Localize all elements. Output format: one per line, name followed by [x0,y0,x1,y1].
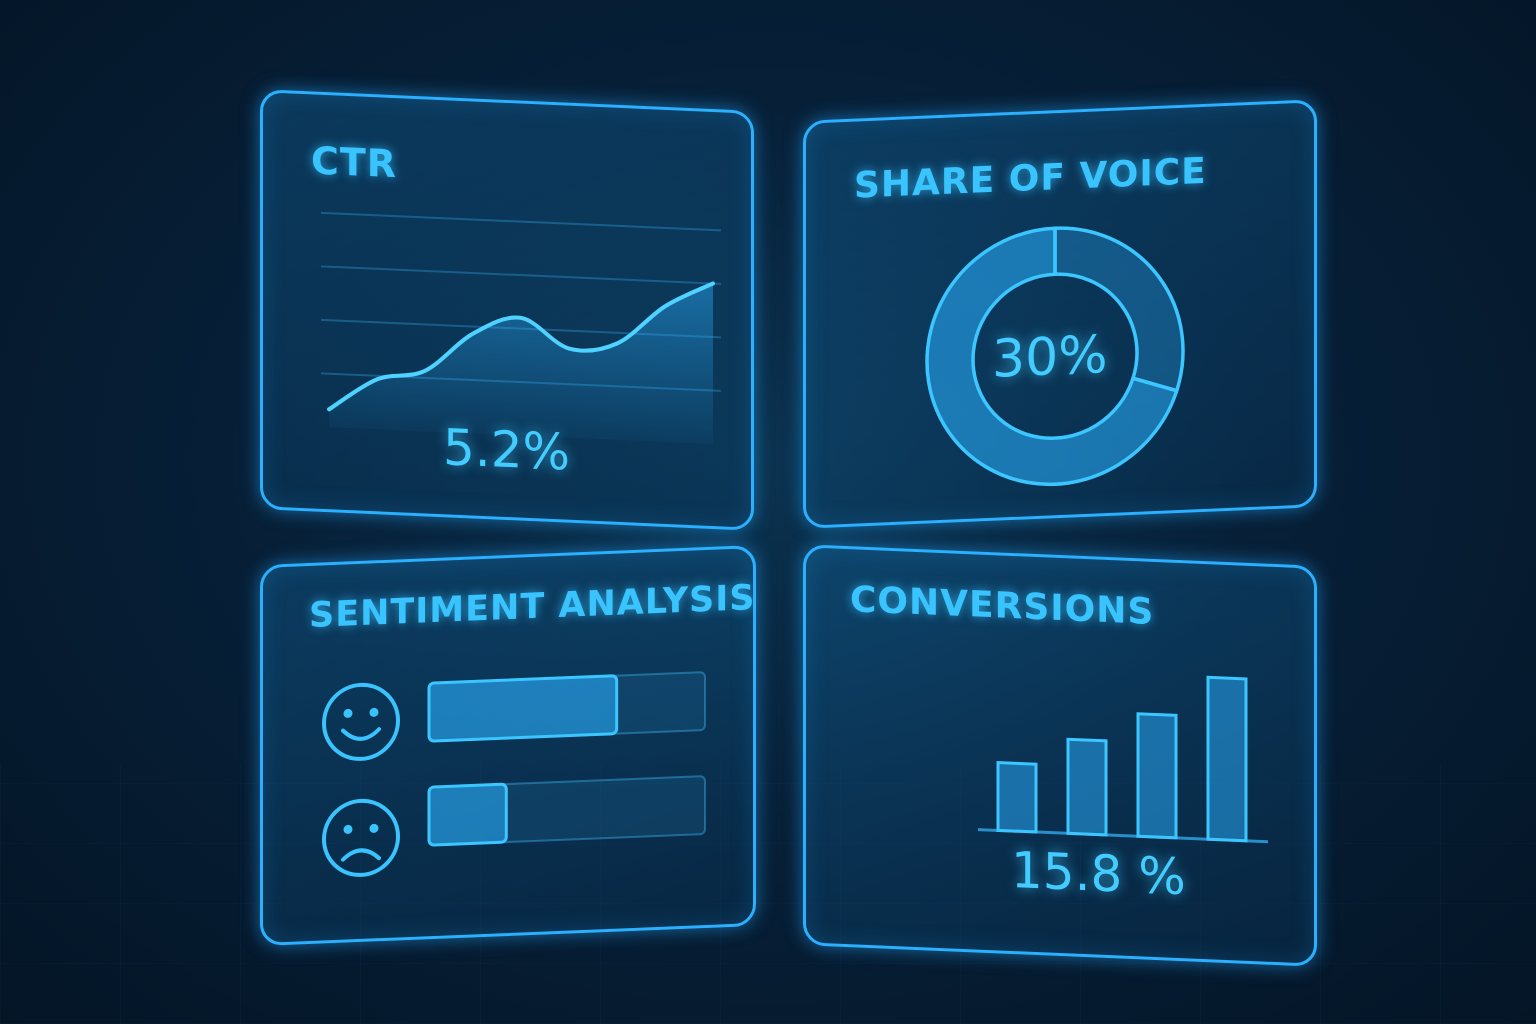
conversions-bar [1206,675,1248,843]
share-of-voice-donut [925,226,1185,487]
background-grid [0,764,1536,1024]
ctr-gridline [321,265,721,285]
conversions-bar-chart [978,675,1268,844]
donut-slice-rest [925,226,1179,487]
sentiment-title: SENTIMENT ANALYSIS [309,578,756,636]
conversions-bar [1136,712,1178,840]
sentiment-bar-fill [427,782,508,847]
ctr-line-chart [321,211,721,444]
donut-slice-share [1053,226,1185,393]
ctr-panel: CTR 5.2% [260,89,754,531]
conversions-bar [1066,737,1108,837]
share-of-voice-value: 30% [992,325,1108,390]
share-of-voice-title: SHARE OF VOICE [854,150,1207,207]
sentiment-panel: SENTIMENT ANALYSIS [260,545,756,946]
sad-face-icon [322,798,400,877]
ctr-series-line [327,281,715,412]
conversions-bar [996,761,1038,834]
ctr-value: 5.2% [443,418,571,482]
ctr-title: CTR [311,138,398,187]
ctr-area-fill [329,283,713,444]
ctr-gridline [321,211,721,232]
sentiment-bars [427,671,706,847]
conversions-title: CONVERSIONS [850,579,1155,633]
sentiment-bar-fill [427,674,619,743]
conversions-panel: CONVERSIONS 15.8 % [803,544,1317,967]
smiley-face-icon [322,682,400,761]
conversions-value: 15.8 % [1011,840,1186,907]
share-of-voice-panel: SHARE OF VOICE 30% [803,99,1317,529]
